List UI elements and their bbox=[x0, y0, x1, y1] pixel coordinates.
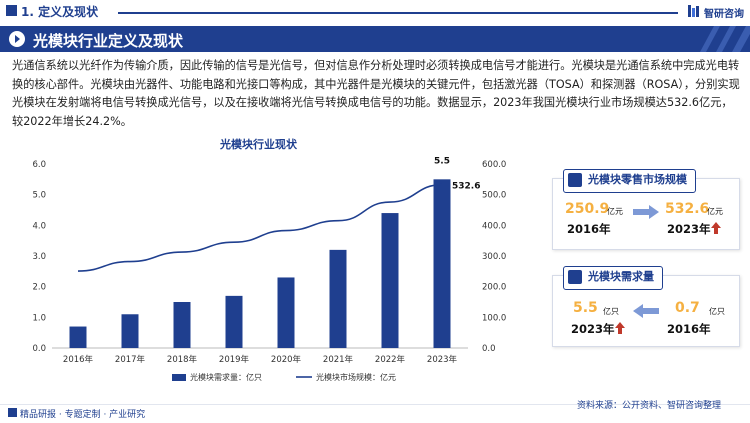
x-tick-label: 2020年 bbox=[271, 354, 302, 365]
y-left-tick-label: 6.0 bbox=[32, 160, 46, 170]
x-tick-label: 2018年 bbox=[167, 354, 198, 365]
header-rule bbox=[118, 12, 678, 14]
arrow-circle-icon bbox=[9, 31, 25, 47]
demand-left-year: 2023年 bbox=[571, 321, 615, 337]
top-bar: 1. 定义及现状 智研咨询 bbox=[0, 0, 750, 22]
demand-card: 光模块需求量 5.5 亿只 2023年 0.7 亿只 2016年 bbox=[552, 275, 740, 347]
y-right-tick-label: 400.0 bbox=[482, 221, 506, 231]
retail-to-unit: 亿元 bbox=[707, 206, 723, 217]
retail-from-value: 250.9 bbox=[565, 201, 609, 217]
retail-to-value: 532.6 bbox=[665, 201, 709, 217]
y-right-tick-label: 300.0 bbox=[482, 252, 506, 262]
x-tick-label: 2017年 bbox=[115, 354, 146, 365]
demand-card-title: 光模块需求量 bbox=[588, 270, 654, 283]
y-left-tick-label: 0.0 bbox=[32, 344, 46, 354]
banner-title: 光模块行业定义及现状 bbox=[33, 30, 183, 51]
up-arrow-icon bbox=[711, 222, 721, 234]
logo-text: 智研咨询 bbox=[704, 5, 744, 20]
bar bbox=[278, 277, 295, 348]
retail-card-title: 光模块零售市场规模 bbox=[588, 173, 687, 186]
x-tick-label: 2023年 bbox=[427, 354, 458, 365]
combo-chart: 0.0 1.0 2.0 3.0 4.0 5.0 6.0 0.0 100.0 200.0 300.0 4… bbox=[20, 152, 520, 392]
up-arrow-icon bbox=[615, 322, 625, 334]
x-tick-label: 2022年 bbox=[375, 354, 406, 365]
y-left-tick-label: 1.0 bbox=[32, 313, 46, 323]
x-tick-label: 2016年 bbox=[63, 354, 94, 365]
retail-market-card: 光模块零售市场规模 250.9 亿元 2016年 532.6 亿元 2023年 bbox=[552, 178, 740, 250]
bar bbox=[122, 314, 139, 348]
x-tick-label: 2021年 bbox=[323, 354, 354, 365]
bar bbox=[70, 327, 87, 348]
title-banner: 光模块行业定义及现状 bbox=[0, 26, 750, 52]
legend-bar-label: 光模块需求量：亿只 bbox=[190, 372, 262, 382]
bar bbox=[174, 302, 191, 348]
bar bbox=[226, 296, 243, 348]
legend-line-label: 光模块市场规模：亿元 bbox=[316, 372, 396, 382]
bar bbox=[382, 213, 399, 348]
demand-left-unit: 亿只 bbox=[603, 306, 619, 317]
demand-left-value: 5.5 bbox=[573, 300, 598, 316]
footer-tagline: 精品研报 · 专题定制 · 产业研究 bbox=[20, 407, 145, 420]
retail-from-year: 2016年 bbox=[567, 221, 611, 237]
logo-icon bbox=[688, 4, 702, 18]
y-left-tick-label: 3.0 bbox=[32, 252, 46, 262]
footer-square-icon bbox=[8, 408, 17, 417]
legend-bar-swatch bbox=[172, 374, 186, 381]
y-left-tick-label: 4.0 bbox=[32, 221, 46, 231]
x-tick-label: 2019年 bbox=[219, 354, 250, 365]
retail-from-unit: 亿元 bbox=[607, 206, 623, 217]
demand-right-value: 0.7 bbox=[675, 300, 700, 316]
section-square-icon bbox=[6, 5, 17, 16]
chart-badge-icon bbox=[568, 173, 582, 187]
chart-badge-icon bbox=[568, 270, 582, 284]
y-left-tick-label: 2.0 bbox=[32, 283, 46, 293]
y-right-tick-label: 200.0 bbox=[482, 283, 506, 293]
bar bbox=[434, 179, 451, 348]
bar bbox=[330, 250, 347, 348]
y-right-tick-label: 0.0 bbox=[482, 344, 496, 354]
line-data-label: 532.6 bbox=[452, 182, 480, 192]
y-right-tick-label: 600.0 bbox=[482, 160, 506, 170]
chart-title: 光模块行业现状 bbox=[220, 136, 297, 152]
demand-right-year: 2016年 bbox=[667, 321, 711, 337]
y-right-tick-label: 100.0 bbox=[482, 313, 506, 323]
right-arrow-icon bbox=[633, 205, 659, 219]
retail-card-header: 光模块零售市场规模 bbox=[563, 169, 696, 193]
banner-stripes-decoration bbox=[690, 26, 750, 52]
y-left-tick-label: 5.0 bbox=[32, 191, 46, 201]
demand-card-header: 光模块需求量 bbox=[563, 266, 663, 290]
demand-right-unit: 亿只 bbox=[709, 306, 725, 317]
source-note: 资料来源：公开资料、智研咨询整理 bbox=[577, 398, 721, 411]
y-right-tick-label: 500.0 bbox=[482, 191, 506, 201]
bar-data-label: 5.5 bbox=[434, 156, 450, 166]
left-arrow-icon bbox=[633, 304, 659, 318]
description-paragraph: 光通信系统以光纤作为传输介质，因此传输的信号是光信号，但对信息作分析处理时必须转… bbox=[12, 57, 740, 131]
section-title: 1. 定义及现状 bbox=[21, 3, 98, 20]
retail-to-year: 2023年 bbox=[667, 221, 711, 237]
